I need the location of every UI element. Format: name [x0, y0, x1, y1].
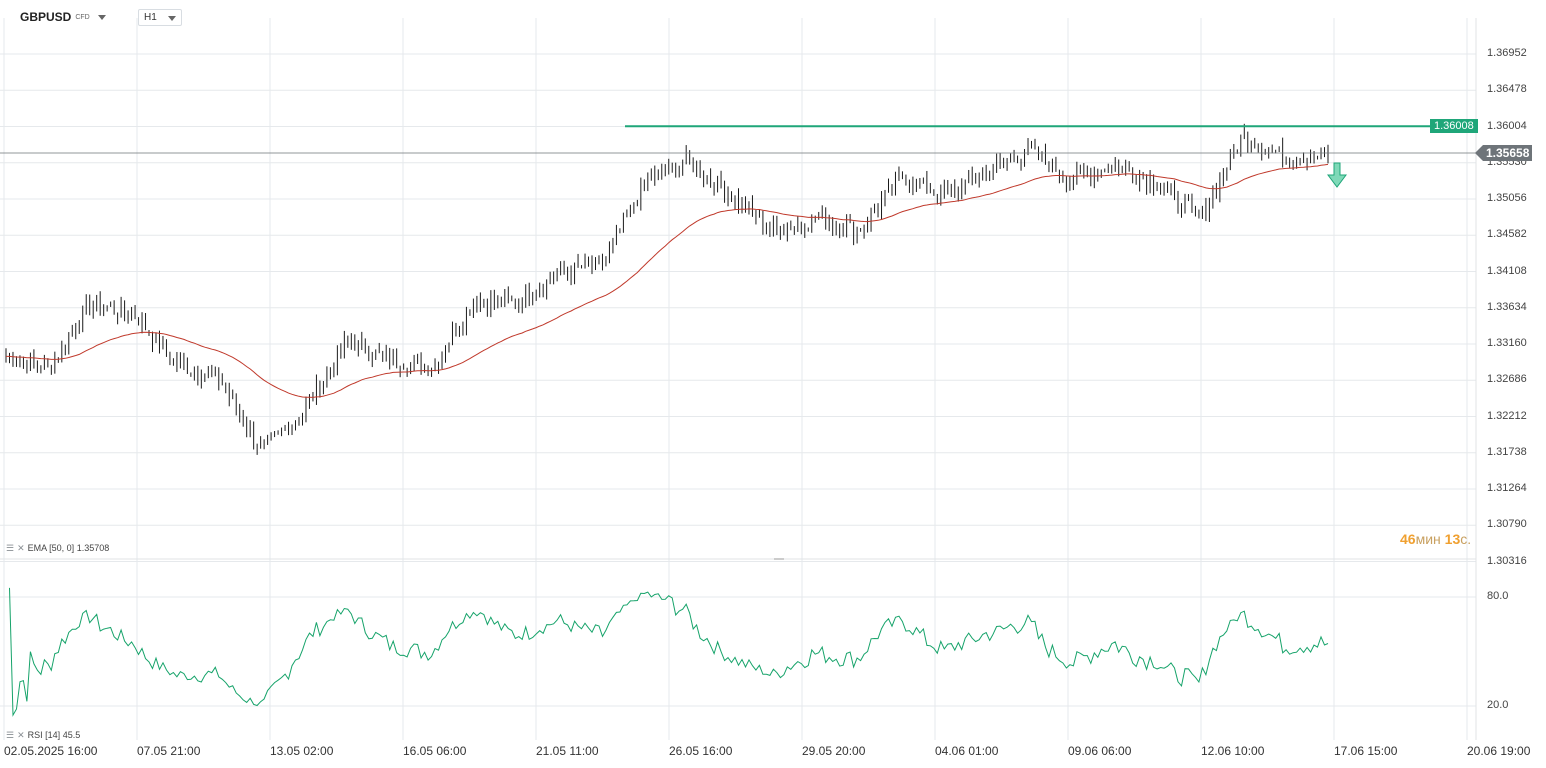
time-tick-label: 20.06 19:00 [1467, 744, 1531, 758]
price-tick-label: 1.33634 [1487, 300, 1527, 313]
time-tick-label: 16.05 06:00 [403, 744, 467, 758]
symbol-name: GBPUSD [20, 10, 72, 24]
settings-icon[interactable]: ☰ [6, 543, 15, 553]
price-tick-label: 1.36952 [1487, 47, 1527, 59]
price-tick-label: 1.34108 [1487, 264, 1527, 277]
rsi-tick-label: 20.0 [1487, 699, 1509, 711]
chevron-down-icon [97, 15, 106, 21]
price-tick-label: 1.36004 [1487, 119, 1527, 132]
rsi-tick-label: 80.0 [1487, 590, 1509, 602]
chevron-down-icon [168, 16, 176, 21]
price-tick-label: 1.30790 [1487, 518, 1527, 531]
price-tick-label: 1.30316 [1487, 554, 1527, 567]
candle-countdown: 46мин 13с. [1400, 531, 1472, 547]
time-tick-label: 04.06 01:00 [935, 744, 999, 758]
rsi-indicator-label: ☰ ✕ RSI [14] 45.5 [6, 730, 81, 740]
time-tick-label: 13.05 02:00 [270, 744, 334, 758]
price-tick-label: 1.34582 [1487, 228, 1527, 241]
price-tick-label: 1.32686 [1487, 373, 1527, 386]
timeframe-selector[interactable]: H1 [138, 9, 182, 26]
candlestick-series [5, 123, 1329, 455]
price-tick-label: 1.33160 [1487, 337, 1527, 349]
price-tick-label: 1.36478 [1487, 83, 1527, 96]
time-tick-label: 02.05.2025 16:00 [4, 744, 98, 758]
time-tick-label: 07.05 21:00 [137, 744, 201, 758]
time-tick-label: 21.05 11:00 [536, 744, 599, 758]
sell-arrow-icon [1327, 162, 1347, 188]
time-tick-label: 12.06 10:00 [1201, 744, 1265, 758]
time-tick-label: 26.05 16:00 [669, 744, 733, 758]
rsi-line [9, 587, 1329, 717]
ema-line [6, 163, 1329, 398]
current-price-badge: 1.35658 [1474, 145, 1533, 161]
symbol-type: CFD [75, 14, 90, 22]
price-tick-label: 1.35056 [1487, 192, 1527, 204]
settings-icon[interactable]: ☰ [6, 730, 15, 740]
time-tick-label: 29.05 20:00 [802, 744, 866, 758]
price-tick-label: 1.31264 [1487, 482, 1527, 494]
time-tick-label: 09.06 06:00 [1068, 744, 1132, 758]
ema-indicator-label: ☰ ✕ EMA [50, 0] 1.35708 [6, 543, 110, 553]
price-tick-label: 1.31738 [1487, 445, 1527, 458]
close-icon[interactable]: ✕ [17, 543, 25, 553]
price-tick-label: 1.32212 [1487, 409, 1527, 422]
chart-toolbar: GBPUSD CFD H1 [0, 0, 1470, 34]
timeframe-value: H1 [144, 12, 157, 23]
chart-grid [0, 18, 1477, 740]
symbol-selector[interactable]: GBPUSD CFD [20, 10, 106, 24]
level-price-badge[interactable]: 1.36008 [1430, 119, 1478, 133]
close-icon[interactable]: ✕ [17, 730, 25, 740]
time-tick-label: 17.06 15:00 [1334, 744, 1398, 758]
